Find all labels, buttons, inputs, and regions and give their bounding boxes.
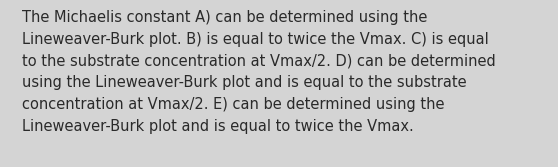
Text: Lineweaver-Burk plot and is equal to twice the Vmax.: Lineweaver-Burk plot and is equal to twi…: [22, 119, 413, 134]
Text: Lineweaver-Burk plot. B) is equal to twice the Vmax. C) is equal: Lineweaver-Burk plot. B) is equal to twi…: [22, 32, 489, 47]
Text: to the substrate concentration at Vmax/2. D) can be determined: to the substrate concentration at Vmax/2…: [22, 54, 496, 69]
Text: using the Lineweaver-Burk plot and is equal to the substrate: using the Lineweaver-Burk plot and is eq…: [22, 75, 466, 90]
Text: The Michaelis constant A) can be determined using the: The Michaelis constant A) can be determi…: [22, 10, 427, 25]
Text: concentration at Vmax/2. E) can be determined using the: concentration at Vmax/2. E) can be deter…: [22, 97, 445, 112]
